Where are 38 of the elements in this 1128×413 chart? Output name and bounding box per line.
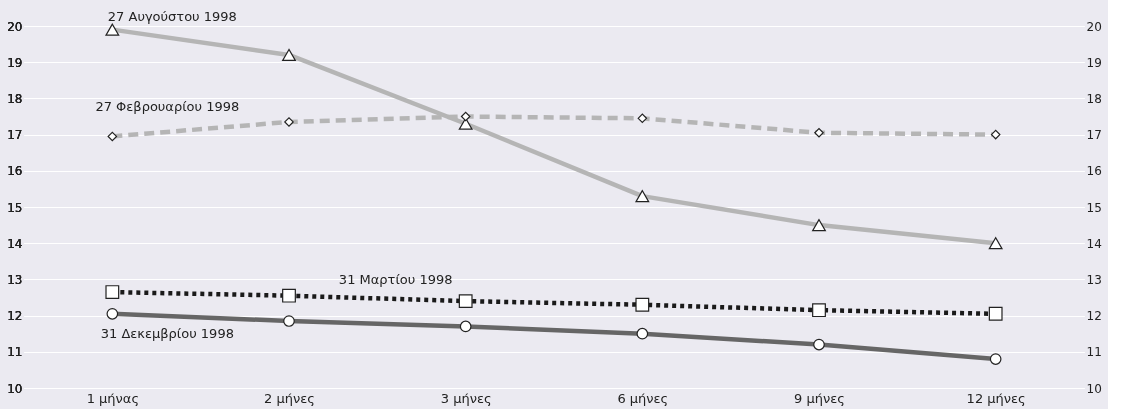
y-tick-label: 15 — [7, 200, 23, 215]
point — [635, 297, 650, 312]
y-tick-label: 18 — [7, 91, 23, 106]
point — [105, 285, 120, 299]
series-label: 27 Φεβρουαρίου 1998 — [95, 99, 240, 115]
point — [458, 294, 473, 309]
series-label: 31 Δεκεμβρίου 1998 — [100, 325, 234, 341]
x-tick-label: 12 μήνες — [966, 390, 1026, 406]
y-tick-label: 10 — [7, 381, 23, 396]
y-tick-label: 19 — [7, 55, 23, 70]
series-label: 31 Μαρτίου 1998 — [338, 272, 453, 288]
y2-tick-label: 11 — [1086, 345, 1102, 360]
y-tick-label: 16 — [7, 164, 23, 179]
y-tick-label: 11 — [7, 345, 23, 360]
y2-tick-label: 15 — [1086, 200, 1102, 215]
y2-tick-label: 18 — [1086, 91, 1102, 106]
y-tick-label: 14 — [7, 236, 23, 251]
x-tick-label: 3 μήνες — [440, 390, 492, 406]
point — [282, 288, 296, 303]
point — [988, 306, 1003, 321]
y2-tick-label: 10 — [1086, 381, 1102, 396]
y2-tick-label: 12 — [1086, 309, 1102, 324]
x-tick-label: 1 μήνας — [86, 390, 140, 406]
y-tick-label: 17 — [7, 128, 23, 143]
y2-tick-label: 13 — [1086, 272, 1102, 287]
y-tick-label: 12 — [7, 309, 23, 324]
y2-tick-label: 16 — [1086, 164, 1102, 179]
series-label: 27 Αυγούστου 1998 — [107, 8, 237, 24]
x-tick-label: 2 μήνες — [264, 390, 315, 406]
y2-tick-label: 14 — [1086, 236, 1102, 251]
y2-tick-label: 19 — [1086, 55, 1102, 70]
point — [812, 303, 826, 318]
y2-tick-label: 17 — [1086, 128, 1102, 143]
x-tick-label: 9 μήνες — [794, 390, 845, 406]
x-tick-label: 6 μήνες — [617, 390, 669, 406]
y-tick-label: 20 — [7, 19, 23, 34]
y2-tick-label: 20 — [1086, 19, 1102, 34]
y-tick-label: 13 — [7, 272, 23, 287]
